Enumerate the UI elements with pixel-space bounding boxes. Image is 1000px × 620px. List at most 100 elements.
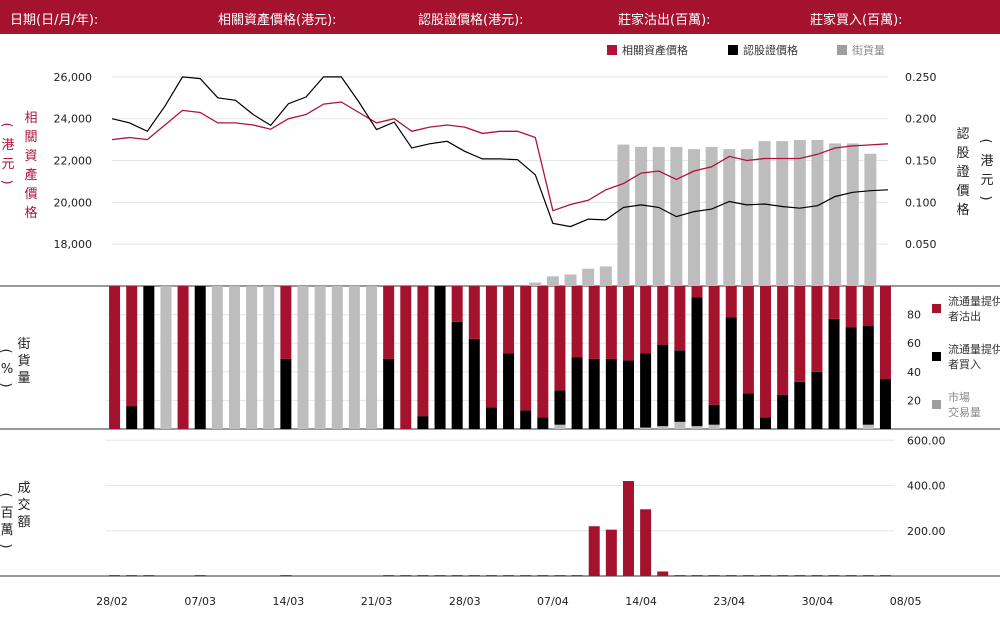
turnover-bar bbox=[589, 526, 600, 576]
xtick-label: 14/03 bbox=[273, 595, 305, 608]
axis-title-glyph: 產 bbox=[24, 167, 37, 183]
ytick-right: 0.250 bbox=[905, 71, 937, 84]
mm-buy-bar bbox=[383, 359, 394, 429]
turnover-bar bbox=[195, 575, 206, 576]
market-volume-bar bbox=[229, 286, 240, 429]
mm-sell-bar bbox=[829, 286, 840, 319]
mm-sell-bar bbox=[280, 286, 291, 359]
turnover-bar bbox=[400, 575, 411, 576]
outstanding-bar bbox=[776, 141, 788, 286]
market-volume-bar bbox=[657, 426, 668, 429]
axis-title-glyph: ( bbox=[0, 492, 13, 497]
xtick-label: 14/04 bbox=[625, 595, 657, 608]
turnover-bar bbox=[126, 575, 137, 576]
mm-sell-bar bbox=[846, 286, 857, 327]
mm-sell-bar bbox=[811, 286, 822, 372]
axis-title-glyph: ( bbox=[0, 122, 14, 127]
ytick-left: 22,000 bbox=[54, 155, 93, 168]
ytick-bottom: 400.00 bbox=[907, 480, 946, 493]
ytick-mid: 20 bbox=[907, 394, 921, 407]
legend-mm-sell-line2: 者沽出 bbox=[948, 309, 981, 323]
mm-buy-bar bbox=[777, 395, 788, 429]
market-volume-bar bbox=[709, 425, 720, 429]
mm-sell-bar bbox=[417, 286, 428, 416]
axis-title-glyph: ) bbox=[0, 543, 13, 548]
axis-title-glyph: 價 bbox=[24, 187, 37, 202]
market-volume-bar bbox=[246, 286, 257, 429]
mm-sell-bar bbox=[640, 286, 651, 353]
mm-buy-bar bbox=[863, 326, 874, 425]
market-volume-bar bbox=[315, 286, 326, 429]
ytick-mid: 40 bbox=[907, 366, 921, 379]
mm-buy-bar bbox=[692, 297, 703, 426]
mm-sell-bar bbox=[178, 286, 189, 429]
axis-title-glyph: 相 bbox=[24, 111, 37, 126]
ytick-left: 26,000 bbox=[54, 71, 93, 84]
mm-sell-bar bbox=[486, 286, 497, 408]
outstanding-bar bbox=[547, 276, 559, 286]
axis-title-glyph: 格 bbox=[956, 202, 969, 218]
mm-buy-bar bbox=[880, 379, 891, 429]
mm-buy-bar bbox=[606, 359, 617, 429]
ytick-left: 20,000 bbox=[54, 196, 93, 209]
xtick-label: 07/03 bbox=[184, 595, 216, 608]
mm-sell-bar bbox=[880, 286, 891, 379]
ytick-right: 0.100 bbox=[905, 196, 937, 209]
mm-sell-bar bbox=[623, 286, 634, 360]
legend-swatch-mm-buy bbox=[932, 352, 941, 361]
mm-sell-bar bbox=[709, 286, 720, 405]
mm-sell-bar bbox=[452, 286, 463, 322]
mm-buy-bar bbox=[640, 353, 651, 427]
axis-title-glyph: ( bbox=[0, 348, 13, 353]
mm-buy-bar bbox=[554, 390, 565, 424]
turnover-bar bbox=[554, 575, 565, 576]
market-volume-bar bbox=[332, 286, 343, 429]
outstanding-bar bbox=[847, 143, 859, 286]
turnover-bar bbox=[435, 575, 446, 576]
turnover-bar bbox=[537, 575, 548, 576]
mm-buy-bar bbox=[537, 418, 548, 429]
axis-title-glyph: 貨 bbox=[17, 353, 30, 369]
outstanding-bar bbox=[582, 269, 594, 286]
ytick-bottom: 200.00 bbox=[907, 525, 946, 538]
market-volume-bar bbox=[640, 428, 651, 429]
left-axis-title-col1: 相關資產價格 bbox=[24, 111, 37, 221]
bottom-axis-title-col1: 成交額 bbox=[17, 481, 30, 530]
mm-buy-bar bbox=[726, 317, 737, 429]
ytick-mid: 60 bbox=[907, 337, 921, 350]
mm-buy-bar bbox=[794, 382, 805, 429]
legend-market-line2: 交易量 bbox=[948, 405, 981, 419]
outstanding-bar bbox=[759, 141, 771, 286]
axis-title-glyph: ( bbox=[978, 138, 993, 143]
mm-sell-bar bbox=[777, 286, 788, 395]
axis-title-glyph: 成 bbox=[17, 481, 30, 496]
xtick-label: 07/04 bbox=[537, 595, 569, 608]
turnover-bar bbox=[709, 575, 720, 576]
mm-sell-bar bbox=[794, 286, 805, 382]
ytick-right: 0.050 bbox=[905, 238, 937, 251]
mm-buy-bar bbox=[709, 405, 720, 425]
turnover-bar bbox=[880, 575, 891, 576]
turnover-bar bbox=[572, 575, 583, 576]
turnover-bar bbox=[623, 481, 634, 576]
mid-axis-title-col1: 街貨量 bbox=[17, 337, 30, 386]
mm-buy-bar bbox=[417, 416, 428, 429]
mid-legend: 流通量提供 者沽出 流通量提供 者買入 市場 交易量 bbox=[932, 294, 1000, 419]
xtick-label: 28/02 bbox=[96, 595, 128, 608]
mm-sell-bar bbox=[126, 286, 137, 406]
mm-sell-bar bbox=[726, 286, 737, 317]
ytick-mid: 80 bbox=[907, 309, 921, 322]
axis-title-glyph: 格 bbox=[24, 205, 37, 221]
market-volume-bar bbox=[212, 286, 223, 429]
axis-title-glyph: 萬 bbox=[0, 523, 13, 538]
outstanding-bar bbox=[741, 149, 753, 286]
legend-mm-sell-line1: 流通量提供 bbox=[948, 294, 1000, 308]
outstanding-bar bbox=[794, 140, 806, 286]
turnover-bar bbox=[143, 575, 154, 576]
market-volume-bar bbox=[298, 286, 309, 429]
mm-sell-bar bbox=[606, 286, 617, 359]
mm-buy-bar bbox=[623, 360, 634, 429]
legend-market-line1: 市場 bbox=[948, 390, 970, 404]
outstanding-bar bbox=[635, 147, 647, 286]
axis-title-glyph: 量 bbox=[17, 371, 30, 386]
